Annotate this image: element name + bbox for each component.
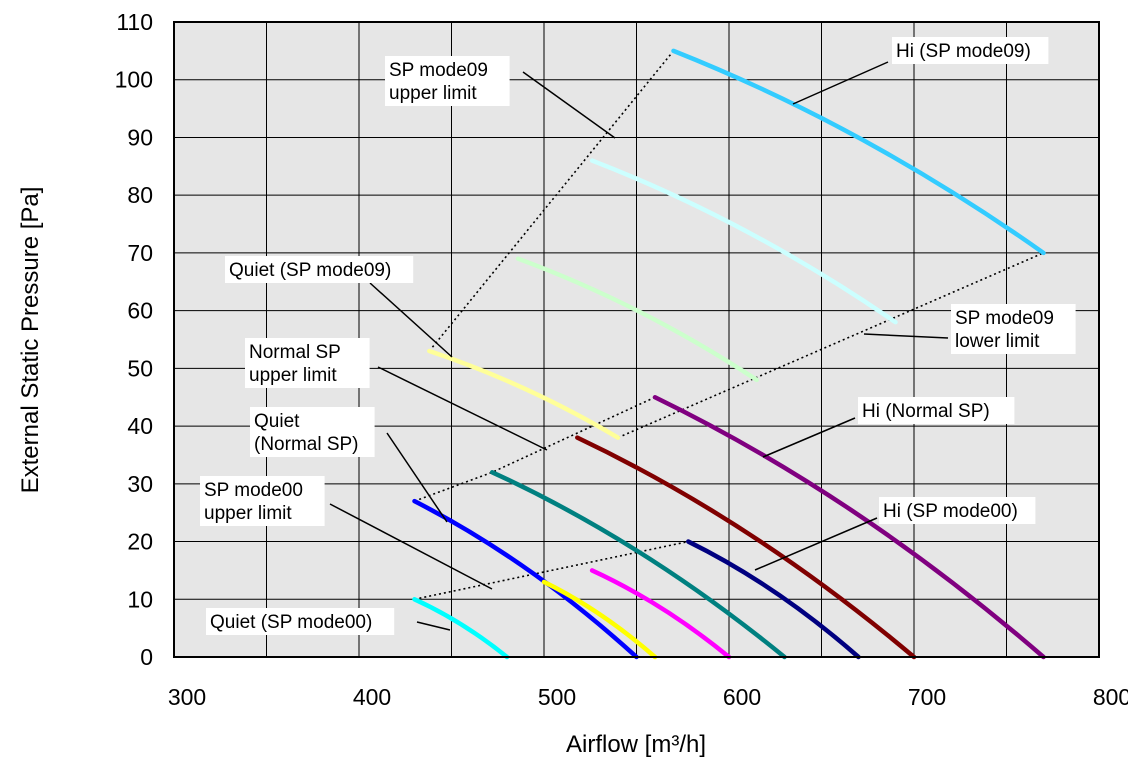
annotation-box — [892, 37, 1049, 64]
annotation-leader — [762, 417, 856, 458]
y-tick-label: 40 — [127, 413, 153, 439]
limit-line — [414, 540, 689, 601]
annotation-box — [206, 608, 395, 635]
annotation-leader — [416, 621, 451, 631]
y-tick-label: 10 — [127, 586, 153, 612]
y-tick-label: 20 — [127, 529, 153, 555]
annotation-leader — [377, 366, 548, 451]
x-tick-label: 500 — [538, 684, 576, 710]
series-line — [427, 348, 621, 440]
series-line — [686, 539, 861, 660]
y-tick-label: 100 — [115, 67, 153, 93]
y-tick-label: 70 — [127, 240, 153, 266]
annotation-box — [385, 56, 510, 106]
series-line — [515, 256, 759, 383]
series-line — [489, 470, 787, 660]
y-tick-label: 0 — [140, 644, 153, 670]
x-tick-label: 700 — [908, 684, 946, 710]
annotation-label: Hi (SP mode09) — [896, 41, 1031, 62]
annotation-label: SP mode09 — [955, 308, 1054, 329]
annotation-label: Hi (Normal SP) — [862, 401, 990, 422]
x-tick-label: 400 — [353, 684, 391, 710]
annotation-box — [225, 256, 414, 283]
annotation-label: (Normal SP) — [254, 434, 359, 455]
series-line — [652, 394, 1046, 660]
annotation-box — [200, 476, 325, 526]
annotation-leader — [386, 432, 448, 523]
y-tick-label: 60 — [127, 298, 153, 324]
series-group — [412, 48, 1046, 660]
x-tick-label: 800 — [1093, 684, 1128, 710]
series-line — [589, 568, 732, 660]
annotation-label: SP mode00 — [204, 480, 303, 501]
annotation-box — [879, 497, 1036, 524]
annotation-box — [951, 304, 1076, 354]
annotation-label: upper limit — [204, 503, 292, 524]
x-tick-labels: 300 400 500 600 700 800 — [168, 684, 1128, 710]
annotation-label: upper limit — [249, 365, 337, 386]
annotation-box — [245, 338, 370, 388]
x-tick-label: 300 — [168, 684, 206, 710]
annotation-box — [858, 397, 1015, 424]
annotation-label: Quiet (SP mode09) — [229, 260, 391, 281]
x-tick-label: 600 — [723, 684, 761, 710]
limit-line — [617, 252, 1044, 439]
plot-frame — [173, 21, 1100, 658]
series-line — [575, 435, 917, 660]
annotation-leader — [329, 503, 493, 590]
annotation-leader — [754, 517, 878, 571]
annotation-leader — [863, 333, 949, 339]
annotation-label: lower limit — [955, 331, 1040, 352]
limit-lines — [414, 50, 1044, 601]
y-tick-labels: 0 10 20 30 40 50 60 70 80 90 100 110 — [115, 9, 153, 670]
annotation-label: Hi (SP mode00) — [883, 501, 1018, 522]
y-axis-title: External Static Pressure [Pa] — [17, 187, 44, 494]
series-line — [541, 579, 658, 660]
annotation-label: upper limit — [389, 83, 477, 104]
x-axis-title: Airflow [m³/h] — [566, 731, 706, 758]
annotation-label: Normal SP — [249, 342, 341, 363]
series-line — [412, 597, 510, 660]
annotation-leader — [792, 61, 889, 105]
annotation-box — [250, 407, 375, 457]
annotation-label: Quiet — [254, 411, 300, 432]
series-line — [589, 158, 898, 325]
annotation-leader — [369, 282, 453, 358]
y-tick-label: 110 — [116, 9, 153, 35]
y-tick-label: 30 — [127, 471, 153, 497]
series-line — [671, 48, 1046, 256]
y-tick-label: 50 — [127, 355, 153, 381]
annotation-label: SP mode09 — [389, 60, 488, 81]
y-tick-label: 80 — [127, 182, 153, 208]
annotation-leader — [522, 71, 616, 139]
annotation-label: Quiet (SP mode00) — [210, 612, 372, 633]
y-tick-label: 90 — [127, 124, 153, 150]
